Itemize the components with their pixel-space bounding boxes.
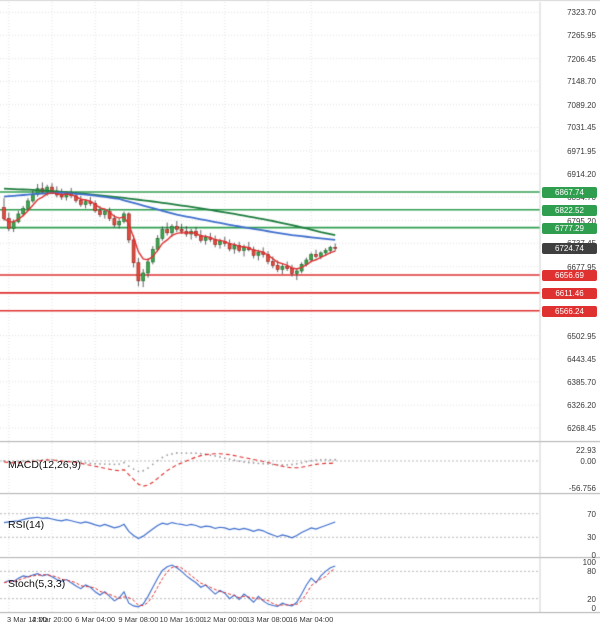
price-chart-canvas[interactable] [0,0,600,628]
trading-chart-window: MACD(12,26,9) RSI(14) Stoch(5,3,3) 7323.… [0,0,600,628]
